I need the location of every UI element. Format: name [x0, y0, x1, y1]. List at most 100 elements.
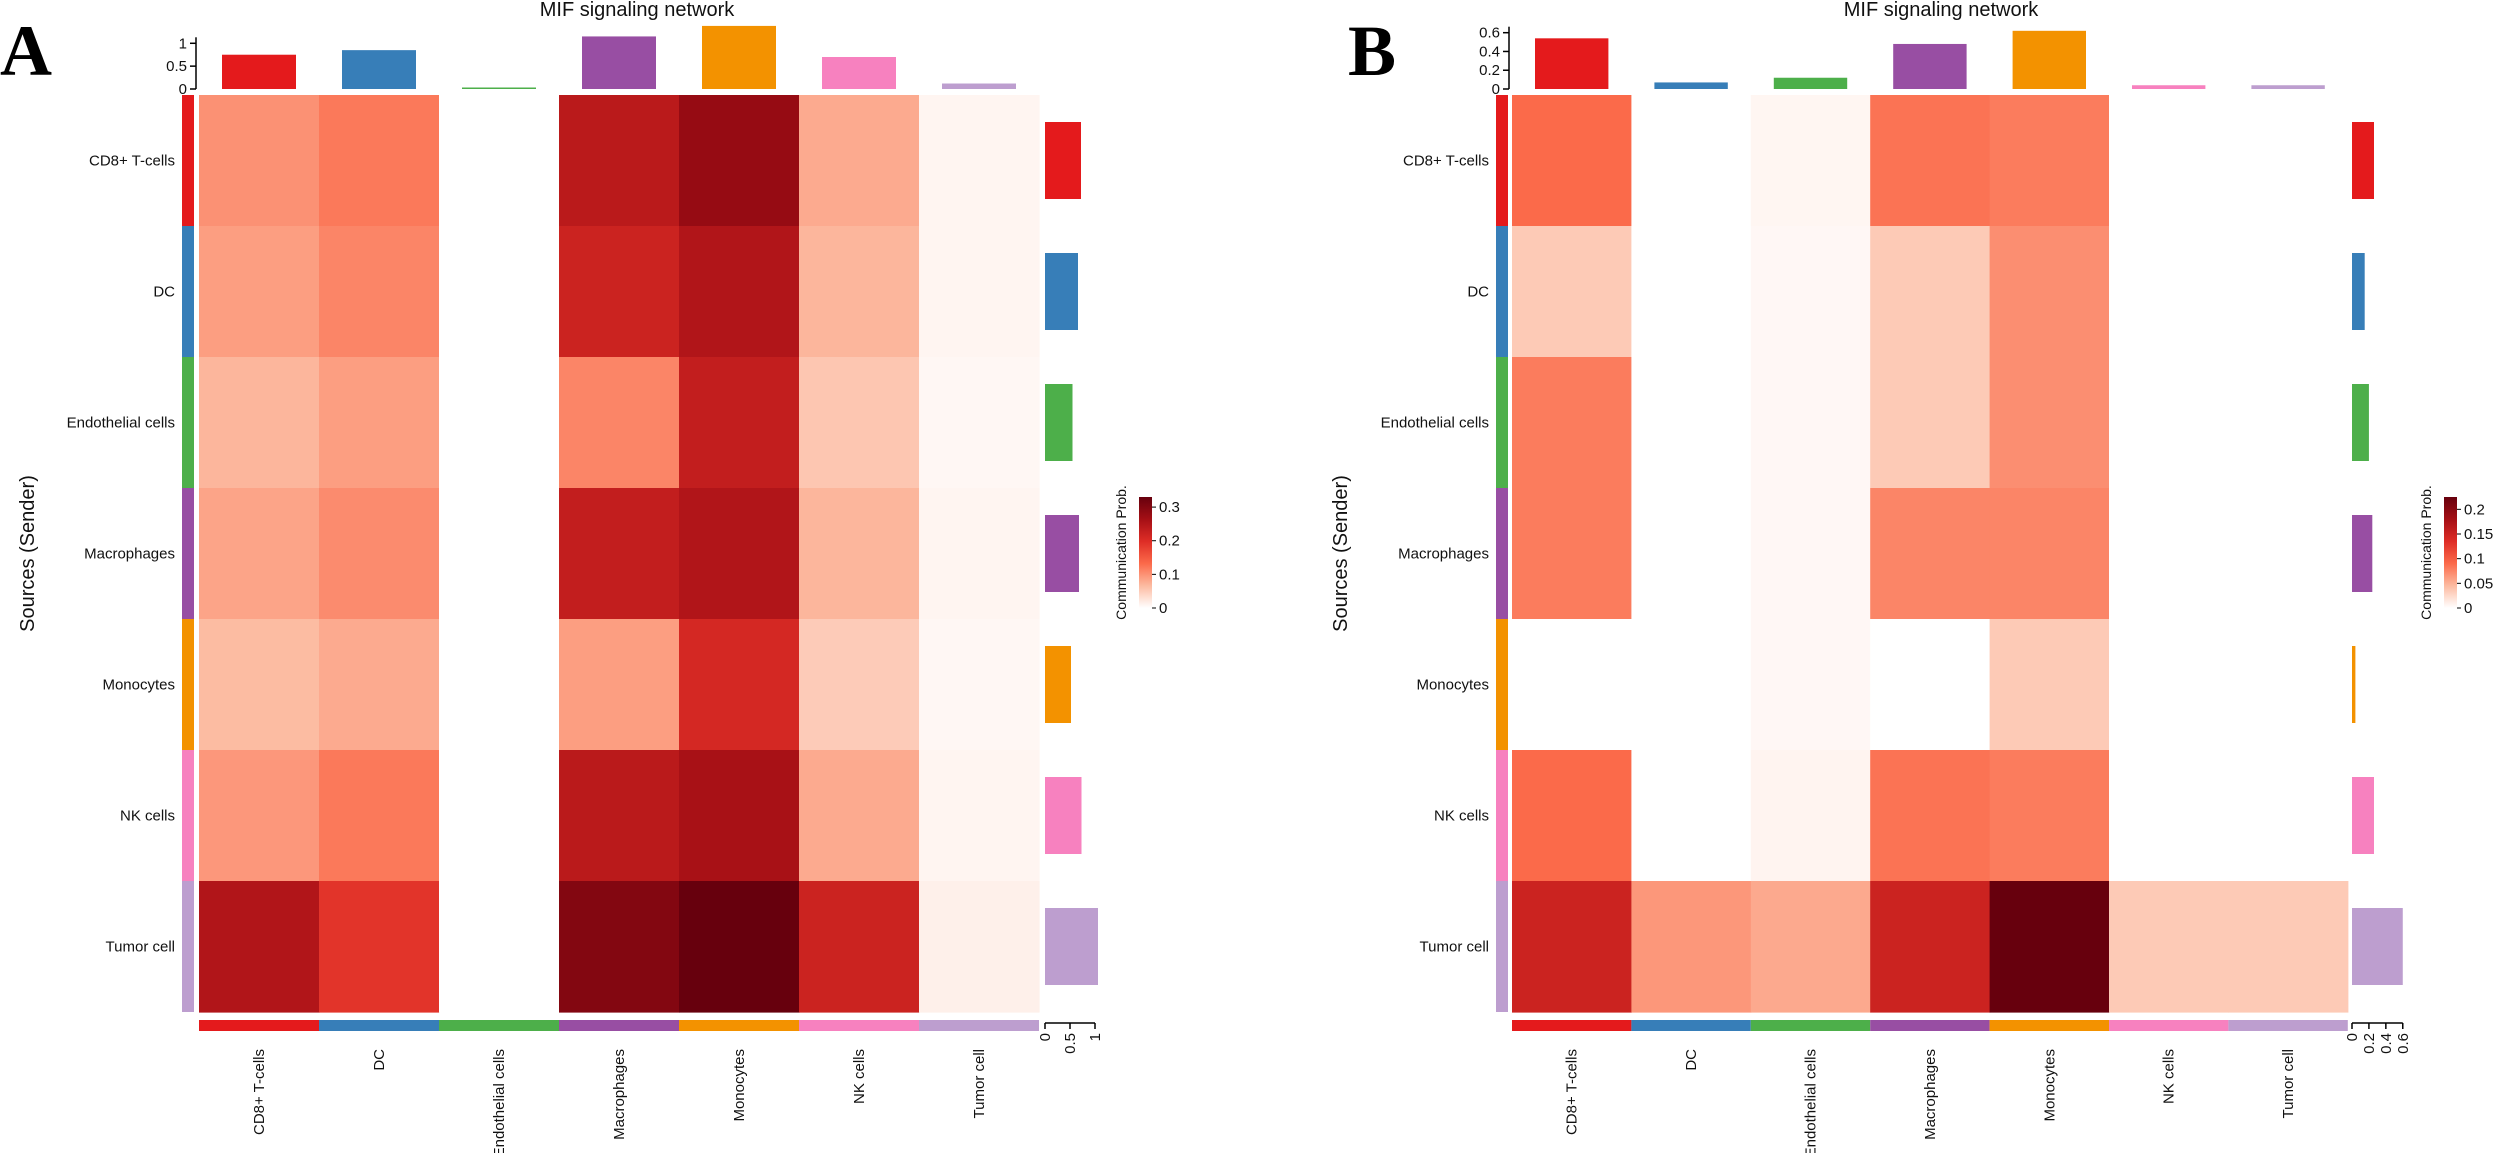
heatmap-cell-tumor-cell-endothelial-cells	[439, 881, 560, 1013]
row-color-strip-endothelial-cells	[182, 357, 194, 488]
heatmap-cell-dc-macrophages	[559, 226, 680, 358]
top-axis-tick-label: 0	[1492, 81, 1500, 98]
top-bar-nk-cells	[2132, 85, 2206, 89]
row-color-strip-tumor-cell	[182, 881, 194, 1012]
panel-a: A MIF signaling network CD8+ T-cells DC End…	[0, 0, 1180, 1153]
right-bar-endothelial-cells	[1045, 384, 1073, 461]
heatmap-cell-macrophages-dc	[1631, 488, 1752, 620]
heatmap-cell-nk-cells-dc	[319, 750, 440, 882]
heatmap-cell-monocytes-nk-cells	[799, 619, 920, 751]
col-label-macrophages: Macrophages	[611, 1049, 628, 1140]
heatmap-cell-tumor-cell-cd8-t-cells	[1512, 881, 1632, 1013]
heatmap-cell-monocytes-dc	[1631, 619, 1752, 751]
heatmap-cell-dc-monocytes	[679, 226, 800, 358]
heatmap-cell-monocytes-monocytes	[679, 619, 800, 751]
col-label-macrophages: Macrophages	[1922, 1049, 1939, 1140]
row-color-strip-cd8-t-cells	[182, 95, 194, 226]
heatmap-cell-nk-cells-endothelial-cells	[1750, 750, 1871, 882]
panel-letter-a: A	[0, 11, 52, 91]
color-legend-tick-label: 0	[1159, 600, 1167, 617]
color-legend-tick-label: 0.2	[1159, 533, 1180, 550]
heatmap-cell-macrophages-macrophages	[1870, 488, 1991, 620]
right-axis-tick-label: 0	[2344, 1033, 2361, 1041]
heatmap-cell-endothelial-cells-dc	[319, 357, 440, 489]
top-bar-tumor-cell	[2251, 85, 2325, 89]
heatmap-cell-cd8-t-cells-monocytes	[1989, 95, 2110, 227]
row-color-strip-dc	[1496, 226, 1508, 357]
color-legend-tick-label: 0.1	[2464, 551, 2485, 568]
top-bar-endothelial-cells	[462, 87, 536, 89]
heatmap-cell-cd8-t-cells-dc	[1631, 95, 1752, 227]
heatmap-cell-nk-cells-tumor-cell	[919, 750, 1040, 882]
col-color-strip-macrophages	[559, 1020, 679, 1031]
heatmap-cell-monocytes-endothelial-cells	[1750, 619, 1871, 751]
top-bar-monocytes	[702, 25, 776, 90]
color-legend-title: Communication Prob.	[2418, 485, 2434, 620]
col-color-strip-endothelial-cells	[439, 1020, 559, 1031]
heatmap-cell-cd8-t-cells-dc	[319, 95, 440, 227]
heatmap-cell-dc-macrophages	[1870, 226, 1991, 358]
col-color-strip-cd8-t-cells	[1512, 1020, 1632, 1031]
chart-title: MIF signaling network	[540, 0, 736, 21]
right-bar-macrophages	[2352, 515, 2373, 592]
heatmap-cell-macrophages-cd8-t-cells	[1512, 488, 1632, 620]
col-label-dc: DC	[1683, 1049, 1700, 1071]
heatmap-cell-nk-cells-macrophages	[559, 750, 680, 882]
heatmap-cell-cd8-t-cells-cd8-t-cells	[199, 95, 320, 227]
col-label-dc: DC	[371, 1049, 388, 1071]
heatmap-cell-dc-nk-cells	[2109, 226, 2229, 358]
heatmap-cell-tumor-cell-monocytes	[1989, 881, 2110, 1013]
row-label-tumor-cell: Tumor cell	[106, 939, 175, 956]
heatmap-cell-nk-cells-endothelial-cells	[439, 750, 560, 882]
heatmap-cell-dc-dc	[319, 226, 440, 358]
heatmap-cell-macrophages-tumor-cell	[2228, 488, 2349, 620]
row-color-strip-endothelial-cells	[1496, 357, 1508, 488]
heatmap-cell-tumor-cell-dc	[319, 881, 440, 1013]
heatmap-cell-dc-tumor-cell	[919, 226, 1040, 358]
heatmap-cell-macrophages-monocytes	[1989, 488, 2110, 620]
heatmap-cell-macrophages-macrophages	[559, 488, 680, 620]
right-bar-dc	[1045, 253, 1078, 330]
row-color-strip-nk-cells	[1496, 750, 1508, 881]
right-bar-tumor-cell	[1045, 908, 1098, 985]
heatmap-cell-tumor-cell-dc	[1631, 881, 1752, 1013]
color-legend-tick-label: 0.15	[2464, 526, 2493, 543]
col-color-strip-nk-cells	[2109, 1020, 2229, 1031]
heatmap-cell-monocytes-macrophages	[559, 619, 680, 751]
col-color-strip-nk-cells	[799, 1020, 919, 1031]
col-label-tumor-cell: Tumor cell	[971, 1049, 988, 1118]
row-color-strip-macrophages	[182, 488, 194, 619]
right-bar-cd8-t-cells	[2352, 122, 2374, 199]
col-color-strip-endothelial-cells	[1750, 1020, 1871, 1031]
col-label-monocytes: Monocytes	[731, 1049, 748, 1122]
heatmap-cell-nk-cells-cd8-t-cells	[199, 750, 320, 882]
col-label-cd8-t-cells: CD8+ T-cells	[1564, 1049, 1581, 1135]
top-axis-tick-label: 0.4	[1479, 43, 1500, 60]
col-color-strip-cd8-t-cells	[199, 1020, 319, 1031]
heatmap-cell-cd8-t-cells-endothelial-cells	[439, 95, 560, 227]
heatmap-cell-macrophages-tumor-cell	[919, 488, 1040, 620]
row-color-strip-cd8-t-cells	[1496, 95, 1508, 226]
heatmap-cell-dc-cd8-t-cells	[1512, 226, 1632, 358]
heatmap-cell-tumor-cell-cd8-t-cells	[199, 881, 320, 1013]
row-color-strip-dc	[182, 226, 194, 357]
color-legend-tick-label: 0.2	[2464, 501, 2485, 518]
color-legend-bar	[1139, 497, 1152, 608]
heatmap-cell-dc-nk-cells	[799, 226, 920, 358]
heatmap-cell-monocytes-tumor-cell	[919, 619, 1040, 751]
heatmap-cell-cd8-t-cells-tumor-cell	[2228, 95, 2349, 227]
heatmap-cell-monocytes-dc	[319, 619, 440, 751]
heatmap-cell-endothelial-cells-tumor-cell	[919, 357, 1040, 489]
col-label-tumor-cell: Tumor cell	[2280, 1049, 2297, 1118]
top-axis-tick-label: 0.2	[1479, 62, 1500, 79]
row-label-endothelial-cells: Endothelial cells	[67, 415, 175, 432]
right-axis-tick-label: 0	[1037, 1033, 1054, 1041]
top-bar-endothelial-cells	[1773, 77, 1848, 89]
heatmap-cell-nk-cells-monocytes	[1989, 750, 2110, 882]
right-bar-nk-cells	[1045, 777, 1082, 854]
heatmap-cell-endothelial-cells-macrophages	[559, 357, 680, 489]
heatmap-cell-cd8-t-cells-monocytes	[679, 95, 800, 227]
heatmap-cell-macrophages-cd8-t-cells	[199, 488, 320, 620]
heatmap-cell-macrophages-monocytes	[679, 488, 800, 620]
